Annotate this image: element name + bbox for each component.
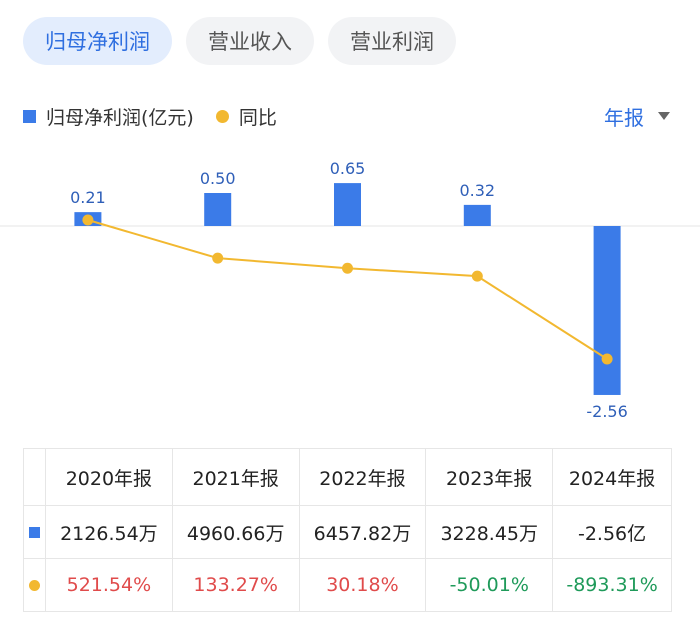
table-row-marker bbox=[23, 505, 46, 559]
bar-value-label: 0.50 bbox=[200, 169, 236, 188]
bar-2021年报 bbox=[204, 193, 232, 226]
yoy-point bbox=[342, 262, 353, 274]
bar-value-label: 0.65 bbox=[330, 159, 366, 178]
table-row-amount: 2126.54万 4960.66万 6457.82万 3228.45万 -2.5… bbox=[23, 505, 672, 559]
table-cell-yoy: 30.18% bbox=[298, 558, 427, 612]
line-marker-dot-icon bbox=[29, 580, 40, 591]
table-cell-yoy: 521.54% bbox=[45, 558, 173, 612]
legend-bar: 归母净利润(亿元) bbox=[23, 103, 194, 130]
yoy-point bbox=[601, 353, 613, 365]
yoy-point bbox=[212, 252, 224, 264]
tab-operating-profit[interactable]: 营业利润 bbox=[328, 17, 456, 65]
caret-down-icon bbox=[658, 112, 670, 120]
table-cell-amount: 4960.66万 bbox=[171, 505, 300, 559]
period-label: 年报 bbox=[604, 105, 644, 130]
table-header-cell: 2020年报 bbox=[45, 448, 173, 506]
table-corner-cell bbox=[23, 448, 46, 506]
bar-2023年报 bbox=[463, 204, 491, 226]
bar-value-label: -2.56 bbox=[586, 402, 627, 421]
table-header-cell: 2023年报 bbox=[425, 448, 554, 506]
legend-line-label: 同比 bbox=[238, 106, 277, 129]
bar-legend-square-icon bbox=[23, 109, 36, 123]
table-cell-amount: 2126.54万 bbox=[45, 505, 173, 559]
bar-value-label: 0.32 bbox=[459, 181, 495, 200]
table-cell-yoy: -50.01% bbox=[425, 558, 554, 612]
legend-line: 同比 bbox=[215, 103, 277, 130]
bar-value-label: 0.21 bbox=[70, 188, 106, 207]
table-cell-yoy: 133.27% bbox=[171, 558, 300, 612]
tab-net-profit[interactable]: 归母净利润 bbox=[23, 17, 172, 65]
table-cell-yoy: -893.31% bbox=[552, 558, 672, 612]
table-header-cell: 2024年报 bbox=[552, 448, 672, 506]
bar-2024年报 bbox=[593, 226, 621, 395]
table-row-yoy: 521.54% 133.27% 30.18% -50.01% -893.31% bbox=[23, 558, 672, 612]
legend-bar-label: 归母净利润(亿元) bbox=[46, 106, 194, 129]
metric-tabs: 归母净利润 营业收入 营业利润 bbox=[23, 17, 456, 65]
data-table: 2020年报 2021年报 2022年报 2023年报 2024年报 2126.… bbox=[23, 448, 672, 612]
bar-2022年报 bbox=[334, 183, 361, 226]
yoy-line bbox=[87, 219, 608, 360]
table-cell-amount: 3228.45万 bbox=[425, 505, 554, 559]
table-cell-amount: -2.56亿 bbox=[552, 505, 672, 559]
period-dropdown[interactable]: 年报 bbox=[604, 102, 670, 131]
tab-revenue[interactable]: 营业收入 bbox=[186, 17, 314, 65]
table-cell-amount: 6457.82万 bbox=[298, 505, 427, 559]
line-legend-dot-icon bbox=[215, 109, 229, 123]
table-header-row: 2020年报 2021年报 2022年报 2023年报 2024年报 bbox=[23, 448, 672, 506]
yoy-point bbox=[82, 214, 94, 226]
yoy-point bbox=[471, 270, 483, 282]
table-row-marker bbox=[23, 558, 46, 612]
table-header-cell: 2021年报 bbox=[171, 448, 300, 506]
legend-row: 归母净利润(亿元) 同比 年报 bbox=[23, 102, 670, 131]
chart: 0.21 0.50 0.65 0.32 -2.56 bbox=[0, 159, 700, 421]
table-header-cell: 2022年报 bbox=[298, 448, 427, 506]
bar-marker-square-icon bbox=[29, 527, 40, 538]
